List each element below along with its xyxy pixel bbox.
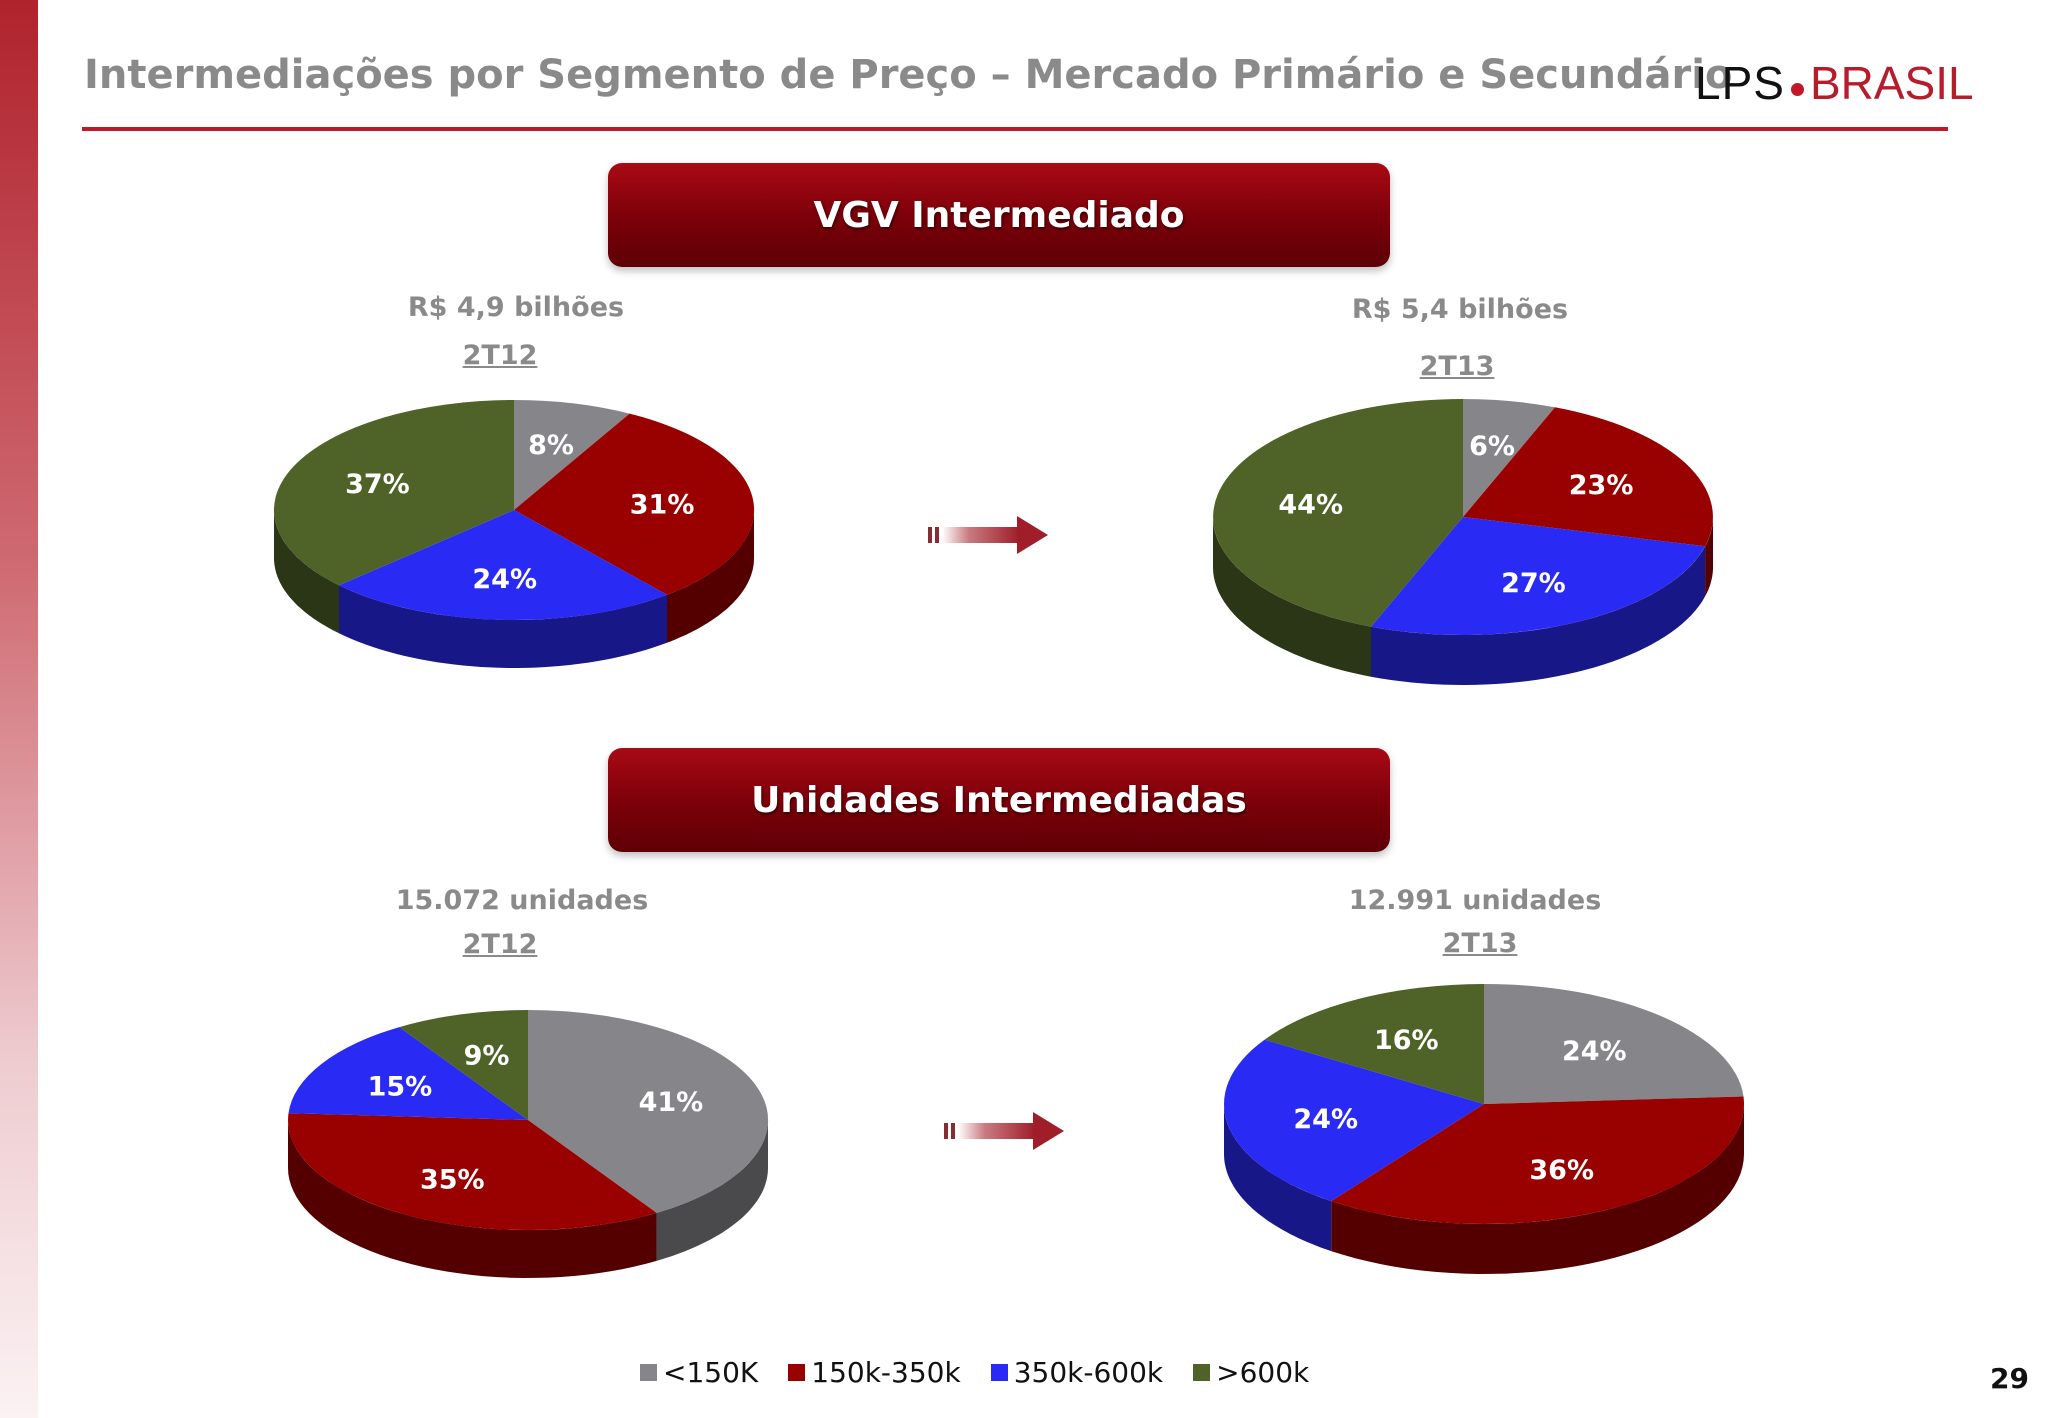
legend-item: 350k-600k bbox=[990, 1355, 1164, 1389]
title-divider bbox=[82, 127, 1948, 131]
pie-label-4-4: 16% bbox=[1374, 1025, 1439, 1056]
logo-brasil-text: BRASIL bbox=[1809, 57, 1974, 109]
pie-slice-2-3 bbox=[1371, 517, 1706, 635]
logo-dot-icon bbox=[1790, 83, 1804, 96]
chart-4-period: 2T13 bbox=[1442, 928, 1518, 959]
pie-label-3-4: 9% bbox=[464, 1041, 510, 1072]
pie-slice-2-1 bbox=[1463, 399, 1555, 517]
pie-slice-2-4 bbox=[1213, 399, 1463, 627]
logo-lps-text: LPS bbox=[1695, 57, 1785, 109]
legend-item: <150K bbox=[640, 1356, 758, 1389]
pie-slice-3-1 bbox=[528, 1010, 769, 1213]
legend-item: >600k bbox=[1193, 1356, 1309, 1389]
legend-label: 350k-600k bbox=[1013, 1355, 1164, 1389]
legend-label: >600k bbox=[1216, 1355, 1310, 1389]
pie-label-4-3: 24% bbox=[1293, 1104, 1358, 1135]
pie-label-2-3: 27% bbox=[1501, 568, 1566, 599]
pie-label-3-2: 35% bbox=[420, 1165, 485, 1196]
legend-swatch bbox=[640, 1363, 657, 1381]
pie-label-4-2: 36% bbox=[1529, 1155, 1594, 1186]
pie-label-1-4: 37% bbox=[345, 469, 410, 500]
arrow-icon bbox=[944, 1112, 1064, 1150]
pie-chart-3: 41% 35% 15% 9% bbox=[288, 1010, 769, 1278]
section-header-units: Unidades Intermediadas bbox=[608, 748, 1390, 852]
pie-label-1-1: 8% bbox=[528, 430, 574, 461]
chart-1-subtitle: R$ 4,9 bilhões bbox=[407, 292, 625, 323]
left-accent-bar bbox=[0, 0, 38, 1418]
pie-side-1-3 bbox=[339, 585, 667, 668]
pie-label-2-2: 23% bbox=[1569, 470, 1634, 501]
pie-side-2-3 bbox=[1371, 546, 1706, 685]
pie-slice-3-3 bbox=[288, 1027, 528, 1120]
pie-slice-4-4 bbox=[1264, 984, 1484, 1104]
legend-label: 150k-350k bbox=[811, 1355, 961, 1389]
chart-2-period: 2T13 bbox=[1419, 351, 1495, 382]
pie-side-1-2 bbox=[667, 510, 754, 643]
pie-chart-1: 8% 31% 24% 37% bbox=[273, 400, 755, 668]
pie-slice-1-3 bbox=[339, 510, 667, 621]
lps-brasil-logo: LPS BRASIL bbox=[1695, 56, 1974, 109]
pie-side-4-3 bbox=[1224, 1104, 1332, 1252]
pie-side-2-4 bbox=[1213, 517, 1371, 677]
legend-label: <150K bbox=[663, 1355, 759, 1389]
arrow-icon bbox=[928, 516, 1048, 554]
pie-slice-4-3 bbox=[1224, 1039, 1484, 1202]
legend-swatch bbox=[990, 1363, 1008, 1381]
chart-3-subtitle: 15.072 unidades bbox=[395, 885, 649, 916]
pie-label-2-4: 44% bbox=[1278, 489, 1343, 520]
pie-slice-3-2 bbox=[288, 1113, 657, 1231]
pie-label-2-1: 6% bbox=[1469, 431, 1515, 462]
chart-3-period: 2T12 bbox=[462, 929, 538, 960]
pie-side-1-4 bbox=[274, 510, 339, 634]
chart-2-subtitle: R$ 5,4 bilhões bbox=[1351, 294, 1569, 325]
legend-item: 150k-350k bbox=[788, 1355, 961, 1389]
section-header-vgv: VGV Intermediado bbox=[608, 163, 1390, 267]
legend-swatch bbox=[788, 1363, 806, 1381]
pie-slice-1-4 bbox=[273, 400, 514, 586]
pie-slice-4-1 bbox=[1484, 984, 1744, 1104]
pie-chart-4: 24% 36% 24% 16% bbox=[1224, 984, 1745, 1274]
pie-slice-2-2 bbox=[1463, 407, 1713, 547]
chart-4-subtitle: 12.991 unidades bbox=[1348, 885, 1602, 916]
pie-label-1-2: 31% bbox=[630, 490, 695, 521]
pie-slice-4-2 bbox=[1331, 1096, 1745, 1225]
pie-slice-1-1 bbox=[514, 400, 630, 510]
pie-label-3-1: 41% bbox=[639, 1087, 704, 1118]
pie-side-3-2 bbox=[288, 1120, 657, 1278]
chart-1-period: 2T12 bbox=[462, 340, 538, 371]
pie-label-4-1: 24% bbox=[1562, 1036, 1627, 1067]
pie-slice-3-4 bbox=[399, 1010, 528, 1120]
pie-slice-1-2 bbox=[514, 413, 755, 595]
pie-chart-2: 6% 23% 27% 44% bbox=[1213, 399, 1713, 685]
legend-swatch bbox=[1193, 1363, 1211, 1381]
pie-label-1-3: 24% bbox=[472, 564, 537, 595]
page-number: 29 bbox=[1990, 1362, 2029, 1395]
pie-label-3-3: 15% bbox=[368, 1071, 433, 1102]
pie-side-4-2 bbox=[1331, 1104, 1744, 1274]
chart-legend: <150K 150k-350k 350k-600k >600k bbox=[640, 1352, 1309, 1392]
pie-side-2-2 bbox=[1705, 517, 1713, 597]
page-title: Intermediações por Segmento de Preço – M… bbox=[84, 52, 1733, 98]
